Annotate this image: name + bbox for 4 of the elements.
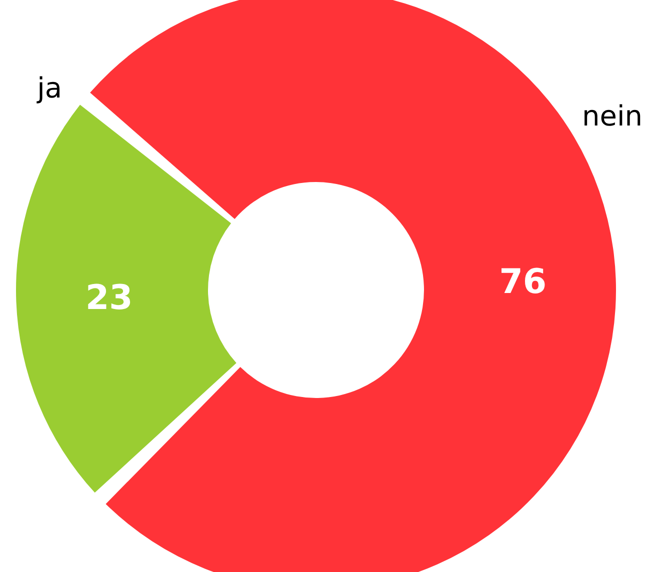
slice-label: ja — [36, 72, 62, 104]
data-label: 23 — [85, 278, 133, 318]
slice-label: nein — [582, 100, 642, 132]
data-label: 76 — [499, 262, 547, 302]
